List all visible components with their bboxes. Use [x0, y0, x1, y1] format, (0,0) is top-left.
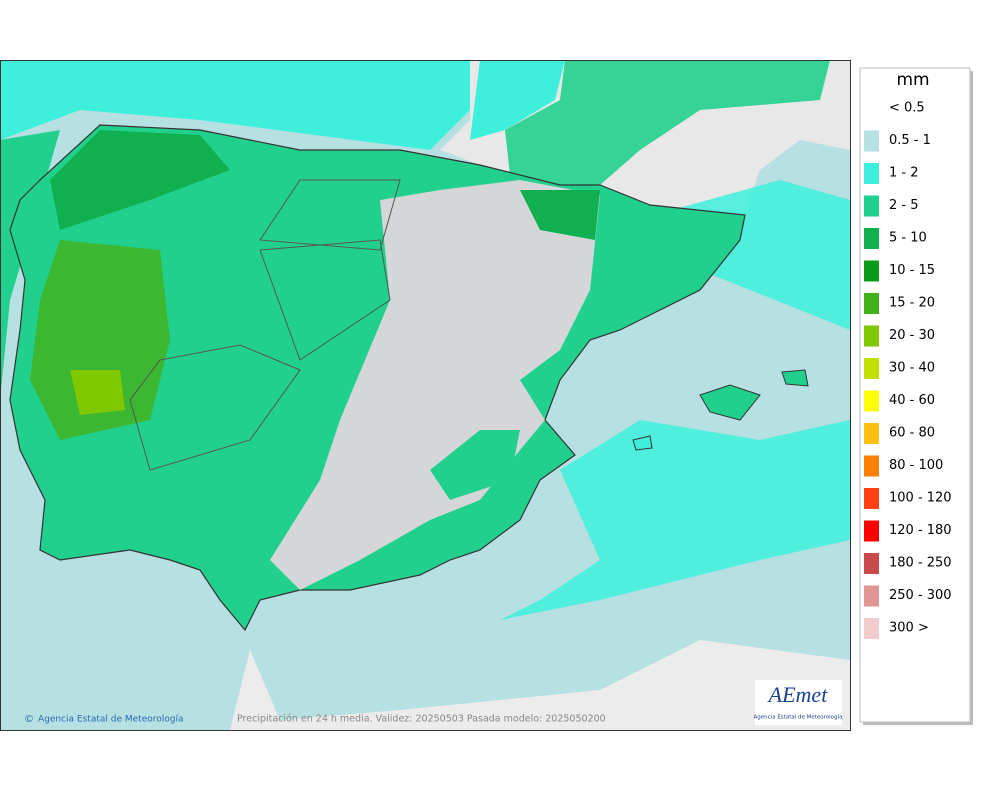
rain-area	[520, 190, 600, 240]
legend-label: 180 - 250	[889, 556, 952, 571]
legend-swatch	[864, 520, 879, 542]
legend-label: 60 - 80	[889, 426, 935, 441]
credit: Agencia Estatal de Meteorología	[38, 715, 184, 725]
legend-label: 2 - 5	[889, 198, 919, 213]
legend-swatch	[864, 228, 879, 249]
legend-swatch	[864, 423, 879, 444]
legend-swatch	[864, 390, 879, 412]
legend-label: 250 - 300	[889, 588, 952, 603]
island	[632, 435, 653, 451]
legend-label: 15 - 20	[889, 296, 935, 311]
rain-area	[505, 60, 830, 185]
rain-area	[0, 130, 60, 400]
legend-title: mm	[896, 70, 929, 90]
logo-subtitle: Agencia Estatal de Meteorología	[754, 714, 843, 721]
rain-area	[50, 130, 230, 230]
legend-swatch	[864, 585, 879, 607]
island	[781, 369, 809, 387]
rain-area	[470, 60, 565, 140]
legend-swatch	[864, 553, 879, 574]
legend-label: 300 >	[889, 621, 929, 636]
legend-swatch	[864, 488, 879, 509]
legend-label: 120 - 180	[889, 523, 952, 538]
legend-label: 40 - 60	[889, 393, 935, 408]
legend-label: 1 - 2	[889, 166, 919, 181]
legend-label: 5 - 10	[889, 231, 927, 246]
legend-swatch	[864, 325, 879, 347]
legend-label: 100 - 120	[889, 491, 952, 506]
legend-swatch	[864, 358, 879, 379]
legend-label: 30 - 40	[889, 361, 935, 376]
legend-swatch	[864, 455, 879, 477]
legend-swatch	[864, 293, 879, 314]
rain-area	[30, 240, 170, 440]
legend-swatch	[864, 618, 879, 639]
rain-area	[500, 180, 850, 620]
legend-label: 20 - 30	[889, 328, 935, 343]
legend-swatch	[864, 260, 879, 282]
map-frame	[0, 60, 851, 731]
legend-label: 10 - 15	[889, 263, 935, 278]
credit-icon: ©	[24, 714, 34, 725]
logo: AEmet	[767, 682, 829, 707]
legend-swatch	[864, 130, 879, 152]
rain-area	[70, 370, 125, 415]
island	[699, 384, 761, 421]
legend-swatch	[864, 163, 879, 184]
rain-area	[250, 575, 850, 720]
legend-label: 0.5 - 1	[889, 133, 931, 148]
logo-box	[755, 680, 842, 725]
legend-label: 80 - 100	[889, 458, 943, 473]
map	[0, 60, 850, 730]
legend-label: < 0.5	[889, 101, 925, 116]
caption: Precipitación en 24 h media. Validez: 20…	[237, 714, 606, 725]
rain-area	[0, 60, 480, 150]
dry-area	[270, 180, 600, 590]
legend-swatch	[864, 195, 879, 217]
rain-area	[430, 430, 520, 500]
region-border	[129, 179, 401, 471]
